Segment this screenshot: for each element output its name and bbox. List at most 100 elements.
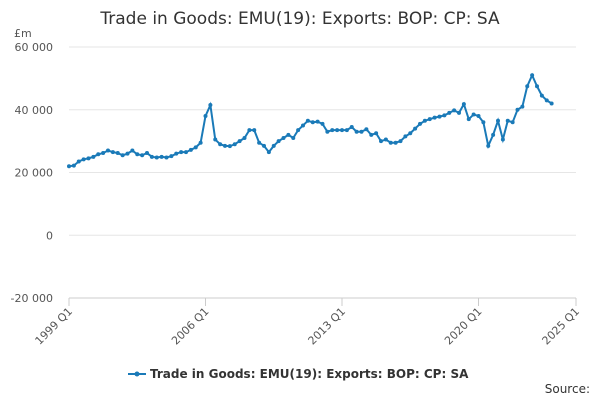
y-tick-label: -20 000 [11,292,53,305]
data-point [476,114,481,119]
data-point [71,163,76,168]
data-point [344,128,349,133]
data-point [320,121,325,126]
data-point [252,128,257,133]
data-point [159,154,164,159]
data-point [481,120,486,125]
data-point [427,117,432,122]
y-tick-label: 20 000 [15,167,54,180]
data-point [86,156,91,161]
data-point [223,143,227,148]
data-point [140,153,145,158]
data-point [149,154,154,159]
y-axis-label: £m [14,27,32,40]
data-point [432,115,437,120]
data-point [179,150,184,155]
x-tick-label: 1999 Q1 [33,305,76,348]
data-point [461,102,466,107]
data-point [505,118,510,123]
chart-title: Trade in Goods: EMU(19): Exports: BOP: C… [99,9,500,29]
data-point [388,140,393,145]
data-point [452,108,457,113]
data-point [242,135,247,140]
data-point [266,150,271,155]
data-point [227,144,232,149]
data-point [91,154,96,159]
legend-label: Trade in Goods: EMU(19): Exports: BOP: C… [150,367,469,381]
data-point [125,151,130,156]
data-point [154,155,159,160]
data-point [247,128,252,133]
data-point [500,137,505,142]
data-point [286,132,291,137]
data-point [422,118,427,123]
data-point [393,140,398,145]
data-point [442,113,447,118]
data-point [525,84,530,89]
data-point [364,127,369,132]
data-point [296,128,301,133]
data-point [110,150,115,155]
data-point [208,103,213,108]
data-point [315,119,320,124]
data-point [486,143,491,148]
data-point [325,129,330,134]
legend-marker [134,371,140,377]
data-point [383,137,388,142]
data-point [340,128,344,133]
data-point [96,152,101,157]
data-point [164,155,169,160]
data-point [539,93,544,98]
data-point [496,118,500,123]
data-point [359,129,364,134]
data-point [310,120,315,125]
data-point [188,147,193,152]
source: Source: [545,382,590,396]
data-point [491,132,496,137]
data-point [418,121,422,126]
data-point [305,118,310,123]
data-point [349,125,354,130]
series-line [68,72,553,168]
data-point [379,139,383,144]
data-point [101,151,106,156]
data-point [193,145,198,150]
data-point [257,140,262,145]
data-point [471,112,476,117]
data-point [466,117,471,122]
data-point [335,128,340,133]
x-tick-label: 2006 Q1 [169,305,212,348]
data-point [145,151,149,156]
data-point [408,131,413,136]
data-point [106,148,110,153]
data-point [237,139,242,144]
data-point [530,73,535,78]
data-point [67,164,71,169]
data-point [203,114,208,119]
y-tick-label: 40 000 [15,104,54,117]
data-point [135,152,140,157]
data-point [169,154,174,159]
x-tick-label: 2025 Q1 [540,305,583,348]
y-tick-label: 0 [46,229,53,242]
data-point [198,140,203,145]
data-point [374,131,379,136]
data-point [413,126,418,131]
data-point [174,151,179,156]
data-point [218,142,223,147]
data-point [457,110,461,115]
data-point [291,135,296,140]
data-point [544,98,549,103]
data-point [271,143,276,148]
data-point [515,107,520,112]
data-point [120,153,125,158]
data-point [447,110,452,115]
data-point [369,132,374,137]
data-point [354,129,359,134]
data-point [301,123,305,128]
data-point [535,84,539,89]
x-tick-label: 2020 Q1 [442,305,485,348]
data-point [276,139,281,144]
